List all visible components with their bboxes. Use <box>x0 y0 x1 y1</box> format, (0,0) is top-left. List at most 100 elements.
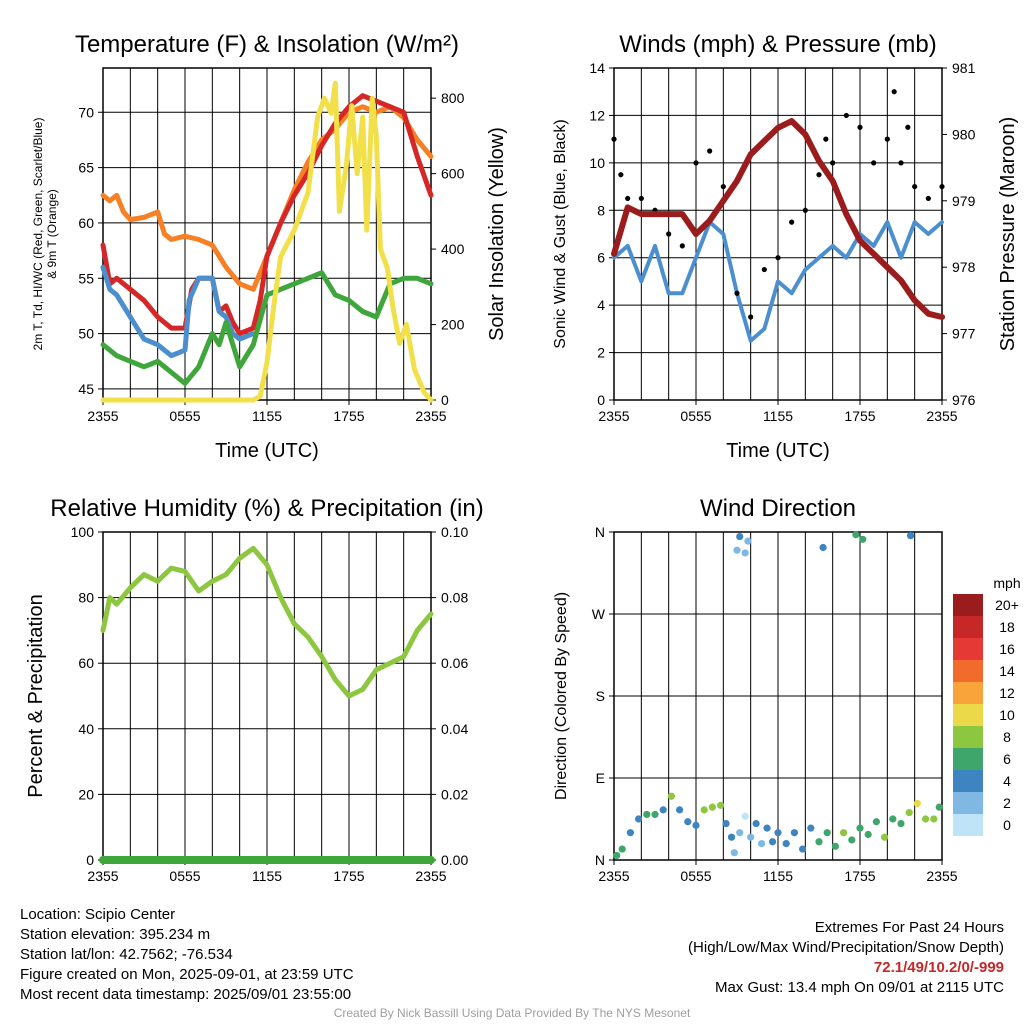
y-tick-label: 50 <box>78 326 94 342</box>
direction-point <box>692 821 700 829</box>
y-tick-label: 8 <box>597 202 605 218</box>
y-tick-label: 60 <box>78 655 94 671</box>
x-tick-label: 2355 <box>598 408 629 424</box>
legend-title: mph <box>993 575 1020 591</box>
gust-point <box>618 172 624 178</box>
recent-timestamp: Most recent data timestamp: 2025/09/01 2… <box>20 986 352 1003</box>
y-label-right: Station Pressure (Maroon) <box>997 117 1019 352</box>
gust-point <box>611 136 617 142</box>
legend-swatch <box>953 616 983 638</box>
direction-point <box>613 851 621 860</box>
y-axis-label-left: Percent & Precipitation <box>25 594 47 797</box>
legend-label: 4 <box>1003 773 1011 789</box>
x-tick-label: 1155 <box>252 868 282 884</box>
chart-title: Wind Direction <box>700 495 856 522</box>
gust-point <box>748 314 754 320</box>
extremes-values: 72.1/49/10.2/0/-999 <box>873 959 1004 976</box>
direction-point <box>736 532 744 541</box>
direction-point <box>905 809 913 817</box>
direction-point <box>831 842 840 850</box>
legend-label: 2 <box>1003 795 1011 811</box>
y-axis-label-right: Station Pressure (Maroon) <box>997 117 1019 352</box>
chart-title: Relative Humidity (%) & Precipitation (i… <box>50 495 483 522</box>
y-label-left: Percent & Precipitation <box>25 594 47 797</box>
direction-point <box>741 812 749 820</box>
direction-point <box>708 803 717 811</box>
y-tick-label: 45 <box>78 381 94 397</box>
legend-label: 6 <box>1003 751 1011 767</box>
station-latlon: Station lat/lon: 42.7562; -76.534 <box>20 946 233 963</box>
series-line-3 <box>100 270 434 386</box>
direction-point <box>667 792 676 800</box>
y-tick-label: 4 <box>597 297 605 313</box>
gust-point <box>734 290 740 296</box>
gust-point <box>857 124 863 130</box>
x-tick-label: 2355 <box>926 408 957 424</box>
y-tick-label: 65 <box>78 160 94 176</box>
legend-label: 16 <box>999 641 1015 657</box>
direction-point <box>881 833 889 841</box>
x-tick-label: 1155 <box>763 408 793 424</box>
x-tick-label: 1155 <box>252 408 282 424</box>
direction-point <box>852 531 860 539</box>
y-label-left: Sonic Wind & Gust (Blue, Black) <box>552 119 569 348</box>
legend-swatch <box>953 814 983 836</box>
y-tick-label: 100 <box>71 524 95 540</box>
series-line-4 <box>100 80 434 403</box>
plot-frame <box>613 67 943 401</box>
direction-point <box>730 849 738 857</box>
y-tick-label: 40 <box>78 721 94 737</box>
extremes-info: Extremes For Past 24 Hours (High/Low/Max… <box>688 918 1004 998</box>
legend-swatch <box>953 660 983 682</box>
chart-title: Temperature (F) & Insolation (W/m²) <box>75 31 459 58</box>
series-line-pressure <box>611 118 945 320</box>
y-axis-label-left: Direction (Colored By Speed) <box>553 592 570 800</box>
legend-label: 20+ <box>995 597 1019 613</box>
gust-point <box>802 207 808 213</box>
y-right-tick-label: 978 <box>952 259 976 275</box>
plot-frame <box>613 531 943 861</box>
direction-point <box>747 833 755 841</box>
y-tick-label: N <box>595 852 605 868</box>
chart-title: Winds (mph) & Pressure (mb) <box>619 31 936 58</box>
direction-point <box>700 806 708 814</box>
y-right-tick-label: 0.04 <box>441 721 468 737</box>
station-location: Location: Scipio Center <box>20 906 176 923</box>
direction-point <box>790 829 799 837</box>
y-right-tick-label: 200 <box>441 317 465 333</box>
x-tick-label: 2355 <box>415 868 446 884</box>
gust-point <box>925 195 931 202</box>
gust-point <box>816 172 822 178</box>
direction-point <box>618 845 626 853</box>
y-tick-label: 55 <box>78 270 94 286</box>
figure-created: Figure created on Mon, 2025-09-01, at 23… <box>20 966 354 983</box>
series-line-1 <box>100 93 434 337</box>
direction-point <box>859 535 867 543</box>
y-tick-label: 10 <box>589 155 605 171</box>
legend-label: 8 <box>1003 729 1011 745</box>
y-tick-label: 0 <box>597 392 605 408</box>
gust-point <box>871 160 877 166</box>
direction-point <box>913 799 922 808</box>
y-right-tick-label: 0.10 <box>441 524 468 540</box>
y-tick-label: S <box>596 688 605 704</box>
legend-label: 12 <box>999 685 1015 701</box>
y-axis-label-left: Sonic Wind & Gust (Blue, Black) <box>552 119 569 348</box>
direction-point <box>722 819 730 828</box>
direction-point <box>684 818 692 826</box>
direction-point <box>659 806 667 814</box>
station-info: Location: Scipio Center Station elevatio… <box>20 905 354 1005</box>
direction-point <box>815 838 823 846</box>
y-right-tick-label: 0.00 <box>441 852 468 868</box>
gust-point <box>625 195 631 202</box>
x-tick-label: 2355 <box>415 408 446 424</box>
y-tick-label: E <box>596 770 605 786</box>
x-tick-label: 0555 <box>169 408 200 424</box>
y-right-tick-label: 980 <box>952 126 976 142</box>
gust-point <box>638 195 644 202</box>
direction-point <box>758 840 766 848</box>
direction-point <box>768 838 777 846</box>
legend-label: 14 <box>999 663 1015 679</box>
gust-point <box>905 124 911 130</box>
